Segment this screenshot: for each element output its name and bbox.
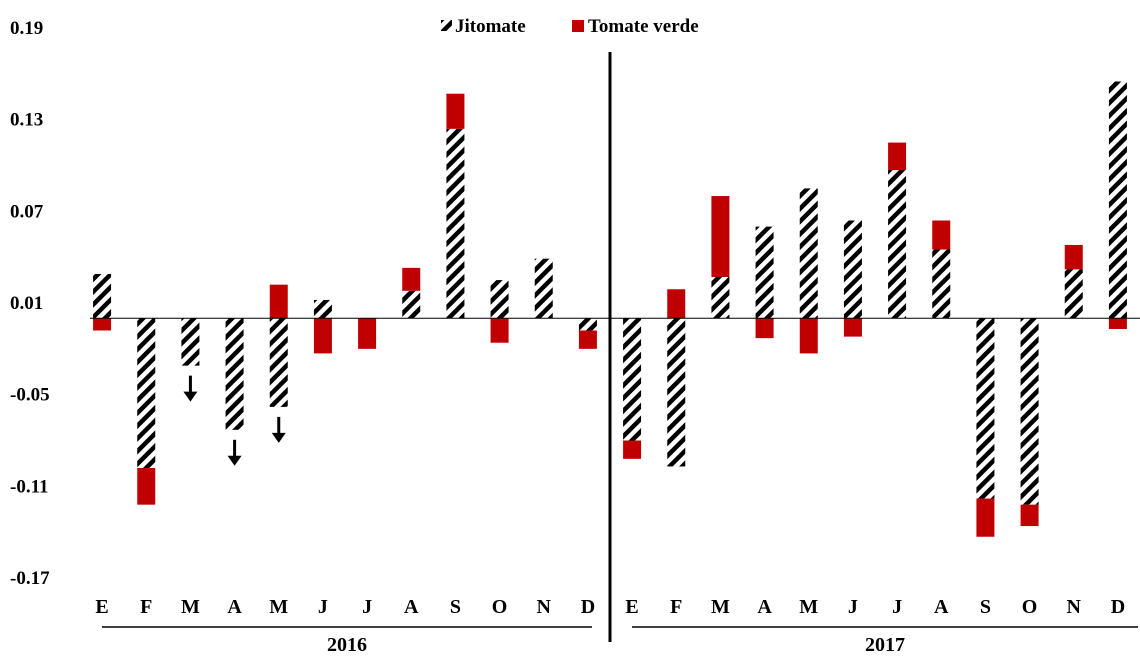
- arrows: [183, 375, 286, 466]
- legend-swatch-tomate-verde: [572, 20, 584, 32]
- bar-tomate-verde: [490, 318, 509, 343]
- bar-jitomate: [888, 170, 907, 319]
- x-tick-label: J: [848, 596, 858, 618]
- bar-tomate-verde: [799, 318, 818, 354]
- bar-tomate-verde: [93, 318, 112, 331]
- y-tick-label: -0.17: [10, 568, 50, 589]
- bar-jitomate: [932, 249, 951, 319]
- bar-jitomate: [667, 318, 686, 467]
- bar-jitomate: [534, 258, 553, 319]
- y-tick-label: -0.05: [10, 385, 50, 406]
- y-tick-label: -0.11: [10, 476, 49, 497]
- x-tick-label: E: [95, 596, 108, 618]
- bar-jitomate: [313, 299, 332, 319]
- y-tick-label: 0.07: [10, 201, 44, 222]
- bar-jitomate: [269, 318, 288, 407]
- bar-jitomate: [976, 318, 995, 499]
- x-tick-label: J: [362, 596, 372, 618]
- bar-jitomate: [623, 318, 642, 441]
- bar-jitomate: [578, 318, 597, 331]
- bar-tomate-verde: [755, 318, 774, 339]
- bar-jitomate: [490, 280, 509, 319]
- down-arrow-icon: [227, 439, 242, 466]
- bar-tomate-verde: [358, 318, 377, 349]
- legend: Jitomate Tomate verde: [441, 16, 699, 37]
- x-tick-label: D: [1111, 596, 1125, 618]
- bar-tomate-verde: [446, 93, 465, 129]
- x-tick-label: A: [757, 596, 772, 618]
- bar-tomate-verde: [313, 318, 332, 354]
- bar-jitomate: [1020, 318, 1039, 505]
- bar-tomate-verde: [843, 318, 862, 337]
- down-arrow-icon: [271, 416, 286, 443]
- year-groups: 2016 2017: [102, 626, 1138, 656]
- y-tick-label: 0.01: [10, 293, 43, 314]
- bar-tomate-verde: [578, 330, 597, 349]
- x-tick-label: A: [404, 596, 419, 618]
- x-tick-label: F: [140, 596, 152, 618]
- bar-tomate-verde: [402, 267, 421, 291]
- x-tick-label: S: [980, 596, 991, 618]
- y-tick-label: 0.19: [10, 18, 43, 39]
- x-tick-label: M: [269, 596, 288, 618]
- x-tick-label: M: [799, 596, 818, 618]
- bar-tomate-verde: [932, 220, 951, 250]
- year-group-label: 2016: [327, 634, 367, 654]
- x-tick-label: S: [450, 596, 461, 618]
- x-tick-label: N: [1067, 596, 1082, 618]
- x-tick-label: O: [492, 596, 508, 618]
- down-arrow-icon: [183, 375, 198, 402]
- x-tick-label: J: [318, 596, 328, 618]
- x-tick-label: D: [581, 596, 595, 618]
- bar-jitomate: [1064, 269, 1083, 319]
- x-tick-label: A: [227, 596, 242, 618]
- bar-jitomate: [799, 188, 818, 319]
- x-tick-label: A: [934, 596, 949, 618]
- bar-jitomate: [843, 220, 862, 319]
- bar-tomate-verde: [1064, 244, 1083, 270]
- bar-tomate-verde: [1020, 504, 1039, 527]
- y-axis-ticks: 0.19 0.13 0.07 0.01 -0.05 -0.11 -0.17: [10, 18, 50, 589]
- x-tick-label: M: [181, 596, 200, 618]
- legend-label-jitomate: Jitomate: [455, 16, 526, 37]
- bar-jitomate: [225, 318, 244, 430]
- bar-jitomate: [711, 277, 730, 319]
- bar-jitomate: [1108, 81, 1127, 319]
- legend-label-tomate-verde: Tomate verde: [588, 16, 699, 37]
- bars: [93, 81, 1127, 537]
- bar-jitomate: [93, 273, 112, 319]
- bar-tomate-verde: [623, 440, 642, 459]
- x-tick-label: N: [537, 596, 552, 618]
- legend-swatch-jitomate: [441, 20, 452, 31]
- bar-jitomate: [446, 128, 465, 319]
- bar-jitomate: [402, 290, 421, 319]
- bar-tomate-verde: [667, 289, 686, 319]
- bar-jitomate: [755, 226, 774, 319]
- x-tick-label: E: [625, 596, 638, 618]
- y-tick-label: 0.13: [10, 110, 43, 131]
- bar-tomate-verde: [1108, 318, 1127, 329]
- bar-tomate-verde: [137, 468, 156, 505]
- x-tick-label: O: [1022, 596, 1038, 618]
- year-group-label: 2017: [865, 634, 905, 654]
- bar-jitomate: [181, 318, 200, 366]
- bar-tomate-verde: [269, 284, 288, 319]
- x-tick-label: J: [892, 596, 902, 618]
- bar-jitomate: [137, 318, 156, 468]
- bar-tomate-verde: [711, 196, 730, 278]
- bar-tomate-verde: [888, 142, 907, 171]
- bar-tomate-verde: [976, 498, 995, 537]
- x-tick-label: F: [670, 596, 682, 618]
- x-tick-label: M: [711, 596, 730, 618]
